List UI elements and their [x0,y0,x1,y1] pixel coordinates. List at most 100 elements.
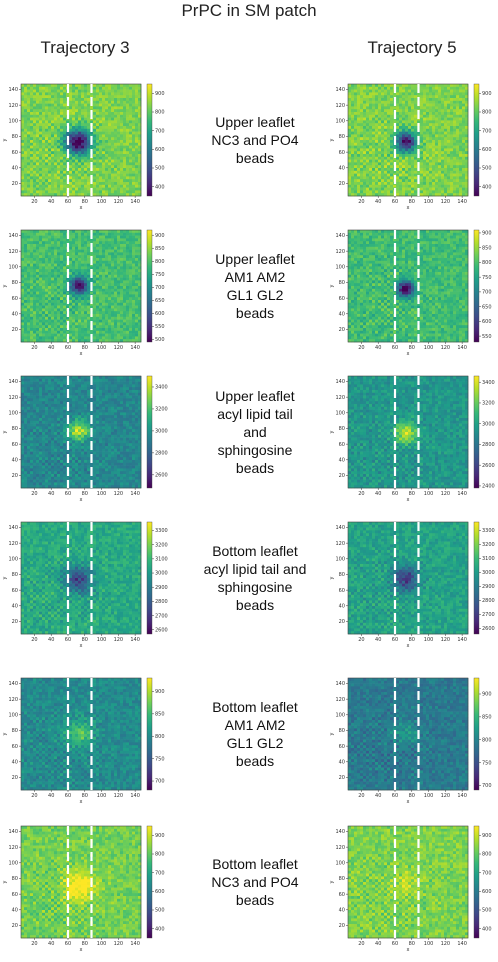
heatmap-cell [360,109,364,113]
heatmap-cell [42,339,46,343]
heatmap-cell [75,308,79,312]
heatmap-cell [375,117,379,121]
heatmap-cell [441,145,445,149]
heatmap-cells [348,84,469,197]
heatmap-cell [42,114,46,118]
heatmap-cell [387,112,391,116]
heatmap-cell [96,140,100,144]
heatmap-cell [387,184,391,188]
heatmap-cell [57,162,61,166]
heatmap-cell [429,114,433,118]
heatmap-cell [48,109,52,113]
heatmap-cell [54,302,58,306]
heatmap-cell [465,151,469,155]
heatmap-cell [60,283,64,287]
heatmap-cell [354,184,358,188]
heatmap-cell [441,103,445,107]
heatmap-cell [120,333,124,337]
heatmap-cell [102,333,106,337]
heatmap-cell [99,319,103,323]
heatmap-cell [444,126,448,130]
heatmap-cell [84,187,88,191]
heatmap-cell [72,89,76,93]
heatmap-cell [420,106,424,110]
heatmap-cell [57,170,61,174]
heatmap-cell [69,238,73,242]
heatmap-cell [21,109,25,113]
heatmap-cell [81,95,85,99]
heatmap-cell [138,339,142,343]
heatmap-cell [72,176,76,180]
heatmap-cell [27,258,31,262]
heatmap-cell [96,286,100,290]
heatmap-cell [78,269,82,273]
heatmap-cell [30,291,34,295]
heatmap-cell [108,336,112,340]
heatmap-cell [438,145,442,149]
heatmap-cell [99,302,103,306]
heatmap-cell [84,246,88,250]
heatmap-cell [459,95,463,99]
heatmap-cell [75,114,79,118]
heatmap-cell [48,252,52,256]
heatmap-cell [99,156,103,160]
heatmap-cell [435,193,439,197]
heatmap-cell [114,336,118,340]
heatmap-cell [102,162,106,166]
heatmap-cell [426,117,430,121]
x-tick-label: 40 [48,345,54,351]
heatmap-cell [402,109,406,113]
heatmap-cell [99,280,103,284]
heatmap-cell [438,95,442,99]
heatmap-cell [399,179,403,183]
heatmap-cell [132,117,136,121]
heatmap-cell [366,128,370,132]
heatmap-cell [390,176,394,180]
heatmap-cell [81,330,85,334]
heatmap-cell [396,112,400,116]
heatmap-cell [102,165,106,169]
heatmap-cell [69,95,73,99]
heatmap-cell [414,128,418,132]
heatmap-cell [81,328,85,332]
heatmap-cell [69,283,73,287]
heatmap-cell [30,193,34,197]
heatmap-cell [48,314,52,318]
heatmap-cell [93,280,97,284]
heatmap-cell [27,286,31,290]
heatmap-cell [78,266,82,270]
heatmap-cell [381,103,385,107]
heatmap-cell [387,126,391,130]
heatmap-cell [48,86,52,90]
heatmap-cell [72,103,76,107]
heatmap-cell [426,176,430,180]
colorbar-tick-label: 400 [482,184,492,190]
heatmap-cell [117,123,121,127]
heatmap-cell [21,232,25,236]
heatmap-cell [24,156,28,160]
heatmap-cell [132,128,136,132]
heatmap-cell [369,112,373,116]
heatmap-cell [57,232,61,236]
heatmap-cell [60,241,64,245]
heatmap-cell [402,176,406,180]
heatmap-cell [387,193,391,197]
heatmap-cell [354,182,358,186]
heatmap-cell [33,266,37,270]
heatmap-cell [93,193,97,197]
heatmap-cell [108,246,112,250]
heatmap-cell [108,140,112,144]
heatmap-cell [63,89,67,93]
heatmap-cell [435,103,439,107]
heatmap-cell [429,126,433,130]
heatmap-cell [408,86,412,90]
heatmap-cell [99,170,103,174]
heatmap-cell [129,151,133,155]
heatmap-cell [438,84,442,88]
heatmap-cell [108,100,112,104]
heatmap-cell [426,134,430,138]
heatmap-cell [459,100,463,104]
heatmap-cell [360,187,364,191]
heatmap-cell [63,159,67,163]
heatmap-cell [459,165,463,169]
